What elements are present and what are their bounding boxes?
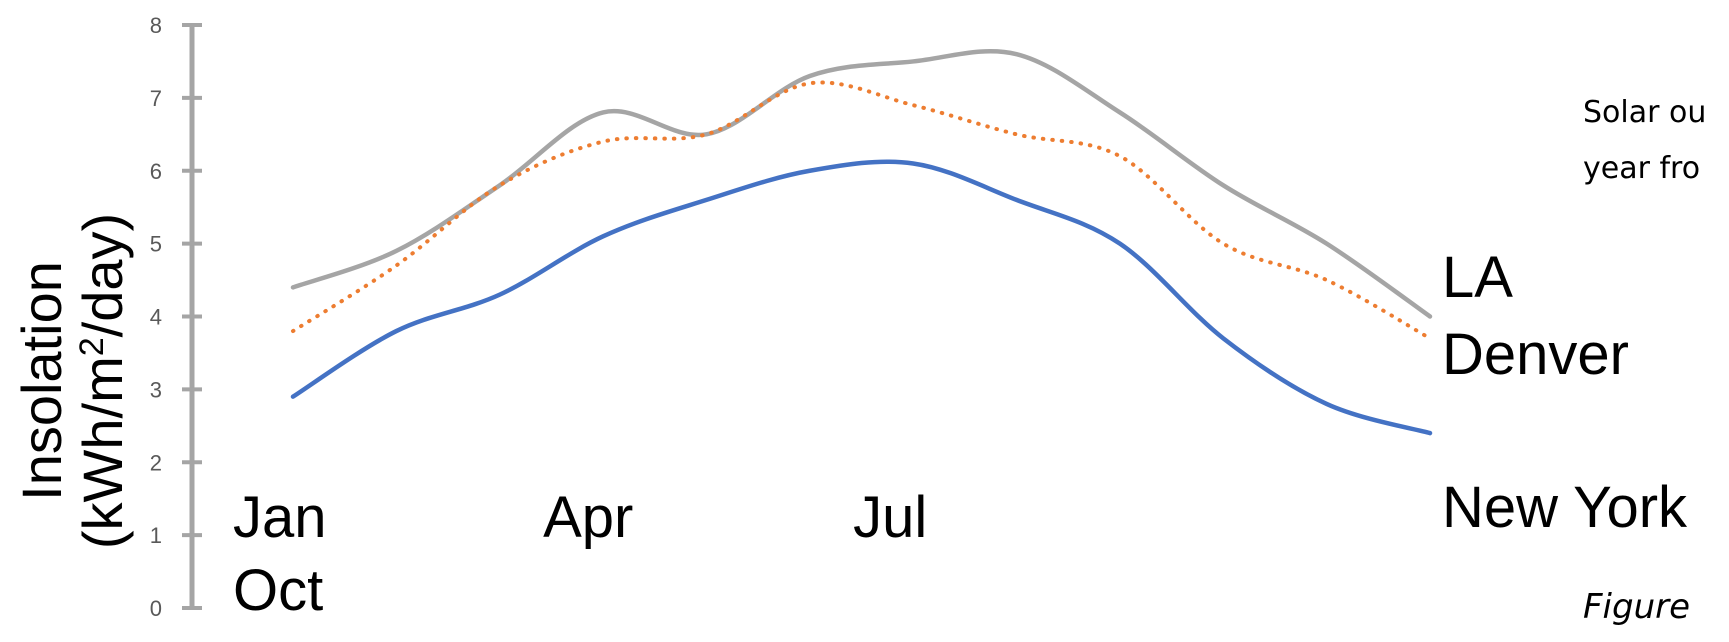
y-tick-label: 2 (150, 450, 162, 475)
series-labels: LA Denver New York (1442, 245, 1688, 540)
y-axis-title-line2: (kWh/m2/day) (71, 213, 134, 549)
y-tick-label: 1 (150, 523, 162, 548)
y-tick-label: 3 (150, 377, 162, 402)
side-note-line2: year fro (1583, 151, 1700, 186)
side-note-line1: Solar ou (1583, 95, 1706, 130)
figure-caption: Figure (1583, 587, 1690, 627)
x-label-jan: Jan (233, 485, 327, 550)
y-axis-title-line1: Insolation (10, 261, 73, 501)
series-line-la (290, 48, 1433, 319)
x-label-apr: Apr (543, 485, 633, 550)
y-tick-label: 8 (150, 13, 162, 38)
series-lines (290, 48, 1433, 436)
y-tick-label: 6 (150, 159, 162, 184)
y-tick-label: 0 (150, 596, 162, 621)
y-axis-title: Insolation (kWh/m2/day) (10, 213, 134, 549)
y-axis: 0 1 2 3 4 5 6 7 8 (150, 13, 202, 621)
x-label-oct: Oct (233, 558, 323, 623)
series-label-denver: Denver (1442, 322, 1629, 387)
series-label-la: LA (1442, 245, 1513, 310)
y-tick-label: 7 (150, 86, 162, 111)
y-tick-label: 5 (150, 232, 162, 257)
y-tick-label: 4 (150, 305, 162, 330)
x-label-jul: Jul (853, 485, 927, 550)
series-line-new-york (290, 159, 1433, 436)
series-label-new-york: New York (1442, 475, 1688, 540)
x-axis-labels: Jan Apr Jul Oct (233, 485, 927, 623)
series-line-denver (291, 80, 1432, 341)
